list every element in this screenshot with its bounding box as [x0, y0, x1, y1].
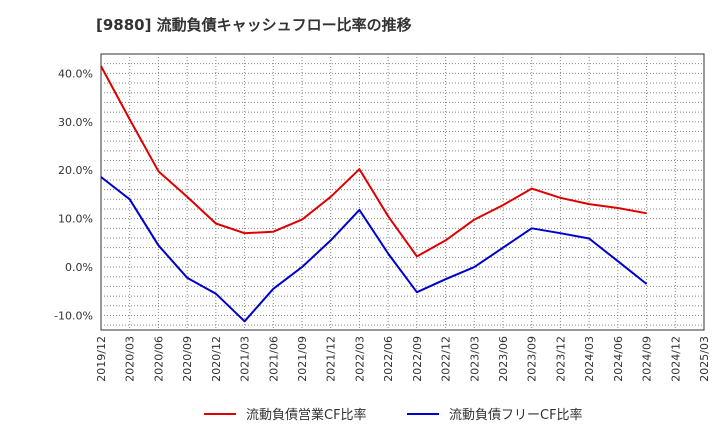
x-tick-label: 2022/09 — [411, 336, 424, 382]
x-tick-label: 2020/12 — [210, 336, 223, 382]
plot-area — [100, 53, 705, 331]
x-tick-label: 2024/03 — [583, 336, 596, 382]
x-tick-label: 2020/03 — [124, 336, 137, 382]
x-tick-label: 2023/06 — [497, 336, 510, 382]
series-line-1 — [100, 65, 647, 258]
x-tick-label: 2021/06 — [267, 336, 280, 382]
y-axis-ticks: 40.0% 30.0% 20.0% 10.0% 0.0% -10.0% — [54, 67, 93, 322]
x-tick-label: 2024/06 — [612, 336, 625, 382]
x-tick-label: 2024/12 — [669, 336, 682, 382]
legend: 流動負債営業CF比率 流動負債フリーCF比率 — [204, 407, 583, 423]
x-tick-label: 2023/12 — [554, 336, 567, 382]
x-tick-label: 2023/03 — [468, 336, 481, 382]
x-tick-label: 2020/09 — [181, 336, 194, 382]
chart-title: [9880] 流動負債キャッシュフロー比率の推移 — [96, 16, 412, 34]
x-tick-label: 2025/03 — [698, 336, 711, 382]
x-tick-label: 2024/09 — [641, 336, 654, 382]
x-tick-label: 2023/09 — [526, 336, 539, 382]
x-tick-label: 2022/03 — [353, 336, 366, 382]
y-tick-label: 30.0% — [58, 116, 93, 129]
y-tick-label: -10.0% — [54, 309, 93, 322]
x-tick-label: 2019/12 — [95, 336, 108, 382]
legend-label: 流動負債フリーCF比率 — [449, 407, 583, 423]
x-tick-label: 2021/03 — [239, 336, 252, 382]
grid-lines — [101, 54, 704, 330]
legend-label: 流動負債営業CF比率 — [246, 407, 367, 423]
y-tick-label: 20.0% — [58, 164, 93, 177]
x-tick-label: 2021/09 — [296, 336, 309, 382]
series-lines — [100, 65, 648, 323]
y-tick-label: 40.0% — [58, 67, 93, 80]
x-tick-label: 2021/12 — [325, 336, 338, 382]
x-tick-label: 2022/06 — [382, 336, 395, 382]
y-tick-label: 0.0% — [65, 261, 93, 274]
series-line-2 — [100, 176, 648, 323]
x-tick-label: 2022/12 — [440, 336, 453, 382]
x-axis-ticks: 2019/12 2020/03 2020/06 2020/09 2020/12 2021/… — [95, 336, 711, 382]
x-tick-label: 2020/06 — [152, 336, 165, 382]
y-tick-label: 10.0% — [58, 213, 93, 226]
